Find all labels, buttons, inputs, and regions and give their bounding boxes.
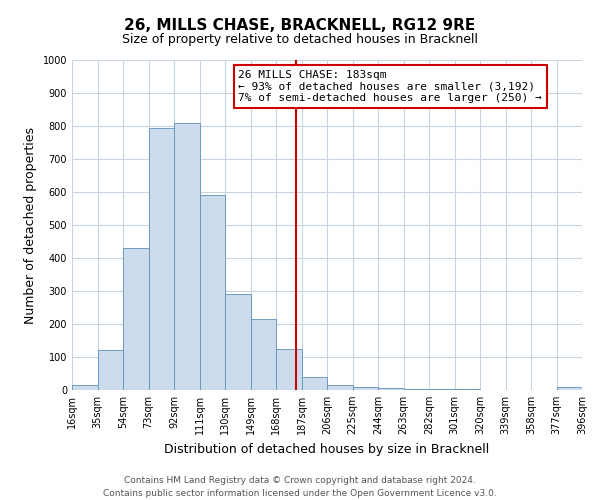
Text: Contains HM Land Registry data © Crown copyright and database right 2024.
Contai: Contains HM Land Registry data © Crown c… <box>103 476 497 498</box>
Bar <box>557 386 582 390</box>
Bar <box>353 388 378 390</box>
Bar <box>327 385 353 390</box>
Bar <box>302 377 327 390</box>
Text: 26 MILLS CHASE: 183sqm
← 93% of detached houses are smaller (3,192)
7% of semi-d: 26 MILLS CHASE: 183sqm ← 93% of detached… <box>238 70 542 103</box>
Bar <box>149 128 174 390</box>
Text: Size of property relative to detached houses in Bracknell: Size of property relative to detached ho… <box>122 32 478 46</box>
Bar <box>404 389 429 390</box>
X-axis label: Distribution of detached houses by size in Bracknell: Distribution of detached houses by size … <box>164 442 490 456</box>
Bar <box>97 350 123 390</box>
Bar <box>72 385 97 390</box>
Y-axis label: Number of detached properties: Number of detached properties <box>24 126 37 324</box>
Bar <box>276 349 302 390</box>
Bar <box>174 122 199 390</box>
Bar <box>378 388 404 390</box>
Bar <box>199 196 225 390</box>
Bar <box>123 248 149 390</box>
Bar <box>225 294 251 390</box>
Bar <box>251 319 276 390</box>
Text: 26, MILLS CHASE, BRACKNELL, RG12 9RE: 26, MILLS CHASE, BRACKNELL, RG12 9RE <box>124 18 476 32</box>
